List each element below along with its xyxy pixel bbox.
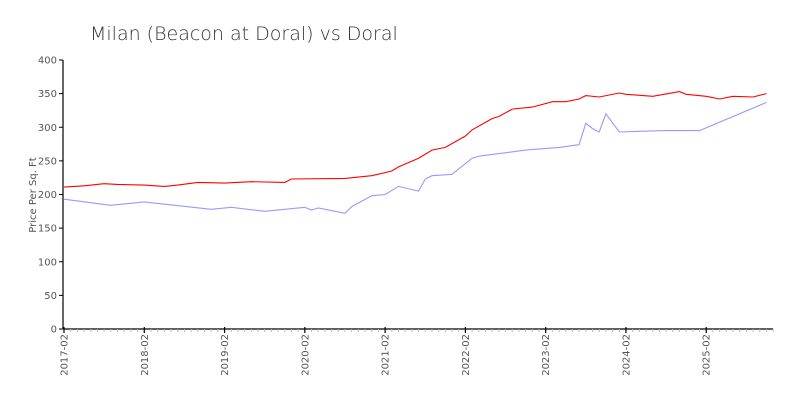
x-tick-label: 2025-02 [702,334,713,376]
x-tick-label: 2017-02 [60,334,71,376]
y-tick-label: 100 [38,257,57,268]
x-tick-label: 2024-02 [621,334,632,376]
chart-title: Milan (Beacon at Doral) vs Doral [90,23,398,45]
y-axis-label: Price Per Sq. Ft [28,157,39,232]
y-tick-label: 50 [44,291,57,302]
x-tick-label: 2018-02 [140,334,151,376]
x-tick-label: 2022-02 [461,334,472,376]
x-tick-label: 2021-02 [381,334,392,376]
y-tick-label: 300 [38,123,57,134]
y-tick-label: 400 [38,56,57,67]
y-tick-label: 0 [51,325,57,336]
y-tick-label: 150 [38,224,57,235]
x-tick-label: 2020-02 [300,334,311,376]
x-tick-label: 2019-02 [220,334,231,376]
series-line-doral [63,101,767,214]
y-tick-label: 200 [38,190,57,201]
y-tick-label: 250 [38,156,57,167]
y-tick-label: 350 [38,89,57,100]
x-tick-label: 2023-02 [541,334,552,376]
series-line-milan [63,91,767,188]
